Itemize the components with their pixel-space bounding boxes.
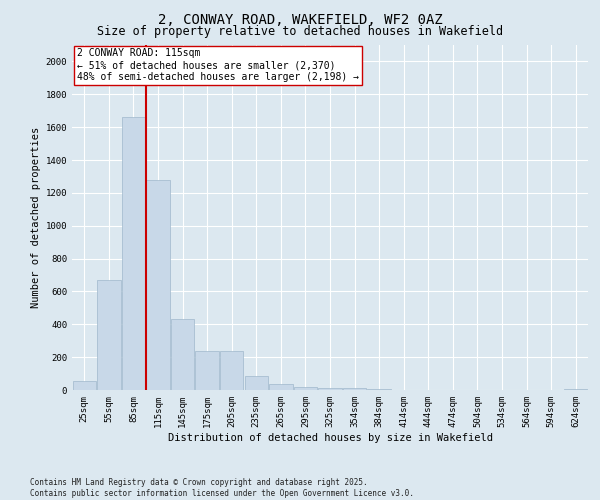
- Bar: [319, 388, 341, 390]
- Y-axis label: Number of detached properties: Number of detached properties: [31, 127, 41, 308]
- Bar: [146, 180, 170, 390]
- Bar: [269, 384, 293, 390]
- Bar: [171, 320, 194, 390]
- Bar: [220, 350, 244, 390]
- Text: Contains HM Land Registry data © Crown copyright and database right 2025.
Contai: Contains HM Land Registry data © Crown c…: [30, 478, 414, 498]
- Text: 2, CONWAY ROAD, WAKEFIELD, WF2 0AZ: 2, CONWAY ROAD, WAKEFIELD, WF2 0AZ: [158, 12, 442, 26]
- Bar: [564, 389, 587, 390]
- Bar: [343, 388, 366, 390]
- Bar: [294, 386, 317, 390]
- Text: Size of property relative to detached houses in Wakefield: Size of property relative to detached ho…: [97, 25, 503, 38]
- Bar: [367, 389, 391, 390]
- Bar: [196, 350, 219, 390]
- Text: 2 CONWAY ROAD: 115sqm
← 51% of detached houses are smaller (2,370)
48% of semi-d: 2 CONWAY ROAD: 115sqm ← 51% of detached …: [77, 48, 359, 82]
- Bar: [245, 376, 268, 390]
- Bar: [97, 280, 121, 390]
- Bar: [73, 381, 96, 390]
- X-axis label: Distribution of detached houses by size in Wakefield: Distribution of detached houses by size …: [167, 432, 493, 442]
- Bar: [122, 118, 145, 390]
